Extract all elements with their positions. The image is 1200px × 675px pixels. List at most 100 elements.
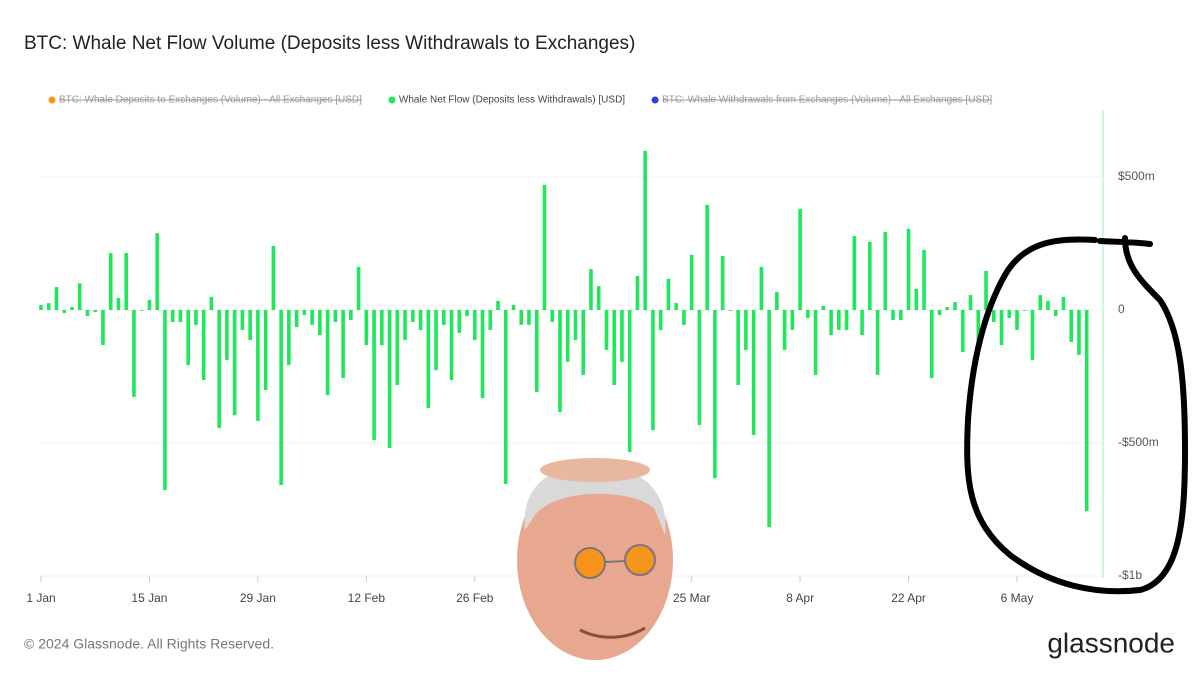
- legend-marker: [48, 96, 56, 104]
- bar: [929, 310, 934, 379]
- bar: [991, 310, 996, 322]
- bar: [751, 310, 756, 436]
- bar: [596, 286, 601, 310]
- bar: [775, 291, 779, 310]
- x-tick-label: 15 Jan: [131, 591, 167, 605]
- bar: [658, 310, 663, 330]
- bar: [480, 310, 485, 399]
- bar: [899, 310, 903, 321]
- bar: [744, 310, 748, 350]
- bar: [1069, 310, 1074, 342]
- bar: [829, 310, 833, 336]
- bar: [682, 310, 686, 325]
- bar: [472, 310, 477, 341]
- bar: [953, 302, 957, 310]
- bar: [565, 310, 570, 362]
- bar: [798, 208, 802, 310]
- bar: [170, 310, 175, 322]
- bar: [403, 310, 407, 341]
- bar: [302, 310, 307, 316]
- bar: [922, 249, 926, 310]
- bar: [736, 310, 740, 386]
- bar: [496, 300, 500, 310]
- bar: [720, 256, 725, 310]
- bar: [411, 310, 415, 322]
- chart-title: BTC: Whale Net Flow Volume (Deposits les…: [24, 33, 635, 54]
- bar: [256, 310, 260, 421]
- bar: [70, 307, 74, 310]
- bar: [108, 253, 113, 310]
- y-tick-label: -$500m: [1118, 435, 1159, 449]
- bar: [1015, 310, 1019, 330]
- bar: [194, 310, 198, 325]
- bar: [147, 299, 152, 310]
- bar: [178, 310, 183, 322]
- bar: [62, 310, 67, 313]
- bar: [821, 306, 826, 310]
- bar: [279, 310, 283, 486]
- bar: [325, 310, 330, 396]
- bar: [364, 310, 369, 346]
- bar: [101, 310, 105, 346]
- bar: [1046, 300, 1050, 310]
- bar: [271, 245, 276, 310]
- bar: [46, 303, 51, 310]
- bar: [713, 310, 717, 479]
- x-tick-label: 8 Apr: [786, 591, 814, 605]
- bar: [1053, 310, 1058, 317]
- bar: [697, 310, 702, 425]
- bar: [418, 310, 423, 330]
- bar: [395, 310, 400, 386]
- bar: [813, 310, 818, 375]
- bar: [503, 310, 508, 484]
- bar: [627, 310, 632, 453]
- bar: [960, 310, 965, 353]
- bar: [837, 310, 841, 330]
- glass-right: [624, 544, 656, 576]
- bar: [542, 184, 547, 310]
- bar: [287, 310, 291, 366]
- bar: [248, 310, 252, 341]
- x-tick-label: 26 Feb: [456, 591, 494, 605]
- bar: [999, 310, 1004, 346]
- x-tick-label: 1 Jan: [26, 591, 55, 605]
- bar: [519, 310, 524, 325]
- bar: [1077, 310, 1081, 355]
- bar: [201, 310, 206, 380]
- bar: [372, 310, 376, 441]
- bar: [263, 310, 268, 391]
- bar: [604, 310, 609, 350]
- legend-marker: [388, 96, 396, 104]
- bar: [1022, 310, 1027, 311]
- forehead: [540, 458, 650, 482]
- bar: [558, 310, 562, 412]
- bar: [318, 310, 322, 336]
- bar: [891, 310, 895, 321]
- bar: [875, 310, 880, 375]
- bar: [85, 310, 90, 317]
- y-tick-label: -$1b: [1118, 568, 1142, 582]
- bar: [790, 310, 795, 330]
- glasses-bridge: [604, 560, 626, 563]
- bar: [666, 278, 671, 310]
- bar: [434, 310, 438, 371]
- bar: [139, 310, 144, 311]
- bar: [132, 310, 136, 397]
- bar: [441, 310, 446, 325]
- hand-drawn-circle: [964, 235, 1189, 595]
- bar: [294, 310, 299, 328]
- bar: [333, 310, 338, 322]
- bar: [380, 310, 384, 346]
- bar: [550, 310, 555, 322]
- bar: [728, 310, 733, 311]
- bar: [1030, 310, 1035, 361]
- x-tick-label: 22 Apr: [891, 591, 926, 605]
- bar: [124, 253, 129, 310]
- meme-overlay: [517, 235, 1189, 660]
- bar: [806, 310, 810, 318]
- x-tick-label: 6 May: [1001, 591, 1034, 605]
- legend-label: BTC: Whale Withdrawals from Exchanges (V…: [662, 95, 992, 106]
- bar: [573, 310, 578, 341]
- legend-label: Whale Net Flow (Deposits less Withdrawal…: [399, 95, 625, 106]
